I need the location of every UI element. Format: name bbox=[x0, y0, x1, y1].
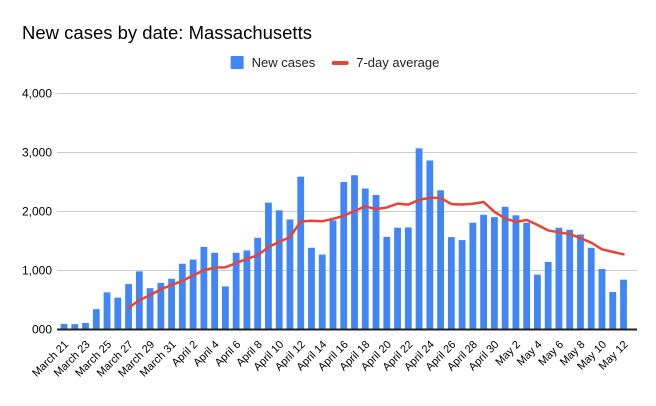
new-cases-bar[interactable] bbox=[103, 292, 111, 330]
new-cases-bar[interactable] bbox=[620, 279, 627, 330]
new-cases-bar[interactable] bbox=[458, 240, 466, 330]
new-cases-bar[interactable] bbox=[275, 210, 283, 330]
new-cases-bar[interactable] bbox=[254, 237, 262, 330]
new-cases-bar[interactable] bbox=[60, 323, 68, 330]
new-cases-bar[interactable] bbox=[566, 229, 574, 330]
new-cases-bar[interactable] bbox=[361, 188, 369, 330]
new-cases-bar[interactable] bbox=[534, 274, 541, 330]
new-cases-bar[interactable] bbox=[146, 288, 154, 330]
new-cases-bar[interactable] bbox=[577, 234, 584, 330]
new-cases-bar[interactable] bbox=[189, 259, 197, 330]
new-cases-bar[interactable] bbox=[211, 252, 219, 330]
new-cases-bar[interactable] bbox=[286, 219, 294, 330]
y-tick-label: 000 bbox=[32, 323, 52, 337]
new-cases-bar[interactable] bbox=[265, 202, 272, 330]
new-cases-bar[interactable] bbox=[437, 190, 444, 330]
new-cases-bar[interactable] bbox=[394, 227, 401, 330]
new-cases-bar[interactable] bbox=[555, 227, 563, 330]
new-cases-bar[interactable] bbox=[351, 175, 358, 330]
legend-item-new-cases: New cases bbox=[230, 55, 316, 70]
new-cases-bar[interactable] bbox=[168, 278, 175, 330]
new-cases-bar[interactable] bbox=[221, 286, 229, 330]
new-cases-bar[interactable] bbox=[544, 261, 552, 330]
new-cases-bar[interactable] bbox=[501, 206, 509, 330]
y-tick-label: 3,000 bbox=[22, 146, 52, 160]
new-cases-bar[interactable] bbox=[415, 148, 423, 330]
new-cases-bar[interactable] bbox=[512, 215, 520, 330]
chart-title: New cases by date: Massachusetts bbox=[22, 22, 312, 43]
new-cases-bar[interactable] bbox=[200, 246, 208, 330]
new-cases-bar[interactable] bbox=[308, 247, 315, 330]
new-cases-bar[interactable] bbox=[340, 182, 348, 330]
legend-label-avg: 7-day average bbox=[356, 55, 440, 70]
new-cases-bar[interactable] bbox=[469, 222, 477, 330]
new-cases-bar[interactable] bbox=[523, 222, 531, 330]
new-cases-square-icon bbox=[230, 56, 244, 69]
new-cases-bar[interactable] bbox=[243, 250, 251, 330]
new-cases-bar[interactable] bbox=[82, 323, 89, 330]
new-cases-bar[interactable] bbox=[587, 247, 595, 330]
new-cases-bar[interactable] bbox=[318, 254, 326, 330]
new-cases-bar[interactable] bbox=[598, 269, 606, 330]
legend-item-avg: 7-day average bbox=[331, 55, 439, 70]
new-cases-bar[interactable] bbox=[178, 263, 186, 330]
new-cases-bar[interactable] bbox=[404, 227, 412, 330]
legend-label-new-cases: New cases bbox=[251, 55, 316, 70]
new-cases-bar[interactable] bbox=[480, 214, 488, 330]
new-cases-bar[interactable] bbox=[329, 220, 337, 330]
new-cases-bar[interactable] bbox=[114, 297, 122, 330]
new-cases-bar[interactable] bbox=[157, 282, 165, 330]
new-cases-bar[interactable] bbox=[383, 236, 391, 330]
avg-line[interactable] bbox=[127, 196, 625, 309]
new-cases-bar[interactable] bbox=[71, 324, 79, 330]
new-cases-bar[interactable] bbox=[232, 252, 240, 330]
new-cases-bar[interactable] bbox=[372, 194, 380, 330]
y-tick-label: 4,000 bbox=[22, 87, 52, 101]
new-cases-bar[interactable] bbox=[297, 176, 305, 330]
avg-line-icon bbox=[331, 60, 349, 65]
new-cases-bar[interactable] bbox=[426, 160, 434, 330]
new-cases-bar[interactable] bbox=[92, 309, 100, 330]
new-cases-bar[interactable] bbox=[609, 292, 617, 330]
y-tick-label: 2,000 bbox=[22, 205, 52, 219]
new-cases-bar[interactable] bbox=[490, 217, 498, 330]
y-tick-label: 1,000 bbox=[22, 264, 52, 278]
chart-legend: New cases 7-day average bbox=[230, 55, 439, 70]
new-cases-bar[interactable] bbox=[447, 237, 455, 330]
